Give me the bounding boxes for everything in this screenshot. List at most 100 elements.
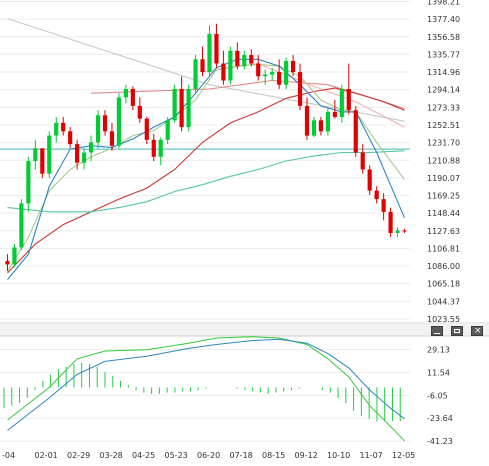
price-tick-label: 1023.55: [427, 315, 460, 324]
moving-average-line-6: [7, 63, 405, 272]
indicator-tick-label: -6.05: [427, 391, 448, 400]
x-tick-label: 11-07: [360, 451, 383, 460]
price-tick-label: 1148.44: [427, 209, 460, 218]
indicator-slow-line: [7, 338, 405, 431]
candle-body: [270, 72, 275, 75]
x-tick-label: -04: [2, 451, 15, 460]
candle-body: [158, 139, 163, 157]
candle-body: [116, 97, 122, 146]
x-tick-label: 12-05: [392, 451, 415, 460]
candle-body: [26, 161, 31, 204]
candle-body: [318, 120, 324, 132]
candle-body: [214, 33, 219, 64]
x-tick-label: 04-25: [132, 451, 155, 460]
candle-body: [256, 63, 261, 77]
candle-body: [311, 120, 317, 136]
price-tick-label: 1231.70: [427, 139, 460, 148]
price-tick-label: 1044.37: [427, 297, 460, 306]
price-tick-label: 1190.07: [427, 174, 460, 183]
candle-body: [123, 88, 128, 98]
candle-body: [33, 148, 38, 161]
candle-body: [5, 260, 10, 265]
price-tick-label: 1127.63: [427, 227, 460, 236]
price-tick-label: 1273.33: [427, 103, 460, 112]
price-tick-label: 1065.18: [427, 280, 460, 289]
x-tick-label: 05-23: [165, 451, 188, 460]
candle-body: [277, 72, 282, 85]
candle-body: [388, 211, 393, 234]
price-tick-label: 1398.21: [427, 0, 460, 7]
candle-body: [297, 72, 303, 106]
indicator-tick-label: -41.23: [427, 437, 453, 446]
indicator-fast-line: [7, 336, 405, 442]
candle-body: [179, 88, 184, 128]
candle-body: [221, 63, 226, 81]
candle-body: [402, 230, 407, 232]
price-tick-label: 1314.96: [427, 68, 460, 77]
price-tick-label: 1356.58: [427, 33, 460, 42]
moving-average-line-4: [7, 87, 405, 274]
candle-body: [61, 122, 66, 132]
indicator-tick-label: 11.54: [427, 368, 450, 377]
candle-body: [47, 135, 52, 174]
x-tick-label: 09-12: [295, 451, 318, 460]
candle-body: [40, 148, 45, 174]
x-tick-label: 10-10: [327, 451, 350, 460]
candle-body: [144, 118, 149, 140]
candle-body: [290, 61, 296, 73]
candle-body: [235, 50, 240, 67]
candle-body: [263, 74, 268, 77]
candle-body: [367, 169, 372, 191]
x-tick-label: 07-18: [230, 451, 253, 460]
indicator-tick-label: -23.64: [427, 414, 453, 423]
candle-body: [75, 144, 80, 163]
candle-body: [12, 247, 17, 265]
candle-body: [374, 190, 379, 200]
x-tick-label: 02-29: [67, 451, 90, 460]
candle-body: [102, 115, 108, 132]
minimize-icon[interactable]: [431, 326, 443, 336]
candle-body: [193, 59, 198, 89]
candle-body: [95, 115, 101, 143]
candle-body: [88, 142, 94, 153]
close-icon[interactable]: ×: [471, 326, 483, 336]
price-tick-label: 1252.51: [427, 121, 460, 130]
candle-body: [82, 152, 87, 163]
candle-body: [395, 230, 400, 234]
moving-average-line-7: [7, 58, 406, 280]
candle-body: [339, 88, 344, 117]
candle-body: [332, 111, 337, 117]
candle-body: [353, 110, 358, 153]
candle-body: [109, 131, 115, 146]
candle-body: [381, 199, 386, 212]
price-tick-label: 1106.81: [427, 244, 460, 253]
candle-body: [68, 131, 73, 145]
candle-body: [151, 139, 156, 157]
candle-body: [165, 120, 170, 140]
candle-body: [325, 111, 330, 132]
price-tick-label: 1210.88: [427, 156, 460, 165]
candle-body: [284, 61, 289, 85]
candle-body: [19, 203, 24, 248]
candle-body: [130, 88, 135, 106]
x-tick-label: 02-01: [35, 451, 58, 460]
candle-body: [242, 55, 247, 67]
price-tick-label: 1377.40: [427, 15, 460, 24]
indicator-tick-label: 29.13: [427, 346, 450, 355]
candle-body: [360, 152, 365, 170]
indicator-title-bar: [0, 324, 489, 336]
candle-body: [304, 105, 310, 136]
candle-body: [228, 50, 233, 81]
candle-body: [172, 88, 177, 121]
price-tick-label: 1086.00: [427, 262, 460, 271]
candle-body: [207, 33, 212, 73]
candle-body: [54, 122, 59, 136]
price-tick-label: 1169.25: [427, 192, 460, 201]
restore-icon[interactable]: [451, 326, 463, 336]
candle-body: [186, 88, 191, 128]
price-tick-label: 1294.14: [427, 86, 460, 95]
x-tick-label: 06-20: [197, 451, 220, 460]
x-tick-label: 03-28: [100, 451, 123, 460]
